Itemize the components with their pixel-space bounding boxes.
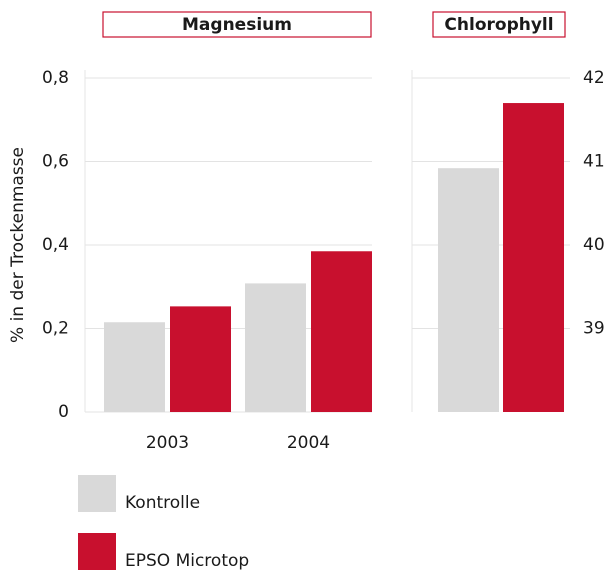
y-axis-label: % in der Trockenmasse — [8, 147, 28, 343]
chart-title: Chlorophyll — [444, 15, 553, 35]
legend-swatch — [78, 475, 116, 512]
y2-tick-label: 40 — [583, 235, 605, 255]
legend-label: EPSO Microtop — [125, 551, 249, 571]
y2-tick-label: 39 — [583, 319, 605, 339]
legend-label: Kontrolle — [125, 493, 200, 513]
y-tick-label: 0,4 — [42, 235, 69, 255]
bar — [245, 283, 306, 412]
y-tick-label: 0,2 — [42, 319, 69, 339]
bar — [438, 168, 499, 412]
bar — [311, 251, 372, 412]
x-tick-label: 2003 — [146, 433, 189, 453]
y-tick-label: 0,8 — [42, 68, 69, 88]
x-tick-label: 2004 — [287, 433, 330, 453]
chart-title: Magnesium — [182, 15, 292, 35]
y-tick-label: 0 — [58, 402, 69, 422]
y-tick-label: 0,6 — [42, 152, 69, 172]
title-box — [102, 11, 372, 38]
y2-tick-label: 41 — [583, 152, 605, 172]
bar — [170, 306, 231, 412]
title-box — [432, 11, 566, 38]
legend-swatch — [78, 533, 116, 570]
y2-tick-label: 42 — [583, 68, 605, 88]
bar — [503, 103, 564, 413]
bar — [104, 322, 165, 412]
